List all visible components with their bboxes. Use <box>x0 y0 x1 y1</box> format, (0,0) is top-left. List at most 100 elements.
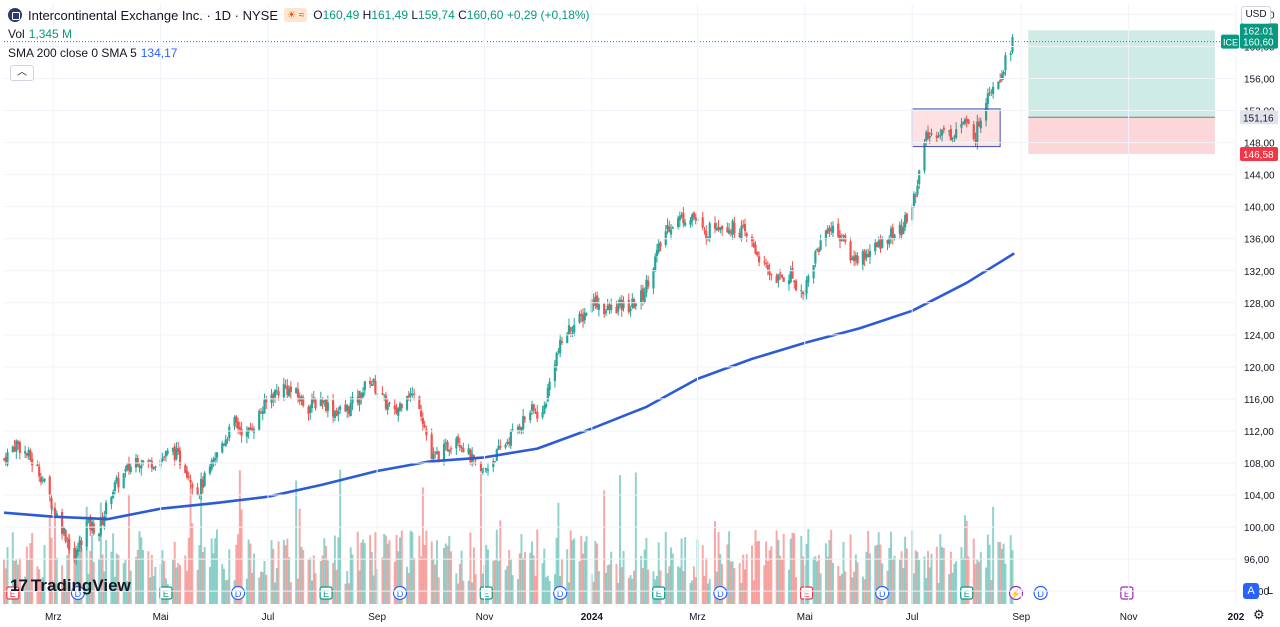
candle-body <box>951 137 954 139</box>
symbol-title[interactable]: Intercontinental Exchange Inc. · 1D · NY… <box>28 7 279 23</box>
candle-body <box>203 472 206 486</box>
volume-bar <box>754 530 757 604</box>
volume-bar <box>150 554 153 604</box>
candle-body <box>511 429 514 431</box>
sma-200-layer <box>3 252 1015 521</box>
volume-bar <box>742 554 745 604</box>
candle-body <box>73 547 76 560</box>
volume-bar <box>849 534 852 604</box>
volume-bar <box>692 566 695 604</box>
volume-bar <box>240 509 243 604</box>
candle-body <box>703 229 706 231</box>
candle-body <box>166 450 169 454</box>
gear-icon[interactable]: ⚙ <box>1253 607 1265 622</box>
log-scale-button[interactable]: L <box>1266 585 1274 597</box>
volume-bar <box>101 554 104 604</box>
volume-bar <box>50 537 53 604</box>
volume-bar <box>733 568 736 604</box>
volume-bar <box>647 569 650 604</box>
candle-body <box>963 119 967 124</box>
volume-bar <box>671 553 674 604</box>
candle-body <box>458 445 461 448</box>
volume-bar <box>346 571 349 604</box>
volume-bar <box>472 547 475 604</box>
market-mood-icon[interactable]: ☀ ≈ <box>284 8 308 22</box>
volume-bar <box>423 544 426 604</box>
time-tick-label: Nov <box>476 612 494 623</box>
candle-body <box>185 470 189 478</box>
candle-body <box>875 242 879 247</box>
candle-body <box>634 303 637 307</box>
candle-body <box>560 341 564 344</box>
candle-body <box>794 280 798 291</box>
currency-button[interactable]: USD <box>1241 6 1271 24</box>
price-tick-label: 104,00 <box>1244 491 1275 502</box>
candle-body <box>622 301 625 309</box>
candle-body <box>729 231 732 233</box>
volume-bar <box>265 574 268 604</box>
volume-bar <box>791 532 794 604</box>
candle-body <box>444 442 447 444</box>
candle-body <box>272 393 275 400</box>
candle-body <box>838 234 842 241</box>
volume-bar <box>677 566 680 604</box>
candle-body <box>261 411 264 415</box>
candle-body <box>222 443 226 446</box>
volume-bar <box>467 580 470 604</box>
candle-body <box>986 93 989 105</box>
volume-bar <box>386 543 389 604</box>
volume-bar <box>126 581 129 604</box>
volume-bar <box>335 569 338 604</box>
candle-body <box>682 212 685 224</box>
sma-legend[interactable]: SMA 200 close 0 SMA 5 134,17 <box>8 46 177 60</box>
volume-bar <box>381 557 384 604</box>
volume-bar <box>756 541 759 604</box>
volume-bar <box>506 565 509 604</box>
candle-body <box>55 513 58 517</box>
candle-body <box>2 458 6 460</box>
candle-body <box>138 466 141 468</box>
candle-body <box>319 398 322 407</box>
candle-body <box>580 313 583 316</box>
candle-body <box>867 253 870 258</box>
volume-bar <box>560 559 563 604</box>
volume-bar <box>73 556 76 604</box>
candle-body <box>187 476 190 478</box>
auto-scale-button[interactable]: A <box>1243 583 1259 599</box>
volume-bar <box>358 570 361 604</box>
volume-bar <box>226 579 229 604</box>
candle-body <box>68 538 71 551</box>
volume-bar <box>721 564 724 604</box>
volume-bar <box>383 533 386 604</box>
candle-body <box>236 421 240 429</box>
volume-bar <box>29 543 32 604</box>
collapse-legend-button[interactable]: ︿ <box>10 65 34 81</box>
candle-body <box>881 238 884 248</box>
candle-body <box>221 443 224 453</box>
candle-body <box>856 255 859 264</box>
candle-body <box>814 251 817 264</box>
candle-body <box>25 453 28 456</box>
candle-body <box>39 477 43 483</box>
volume-bar <box>986 534 989 604</box>
candle-body <box>756 251 759 256</box>
volume-bar <box>362 539 365 604</box>
volume-bar <box>768 550 771 604</box>
candle-body <box>523 417 527 419</box>
candle-body <box>36 464 39 467</box>
candle-body <box>411 393 414 395</box>
candle-body <box>485 468 488 470</box>
volume-bar <box>309 557 312 604</box>
candle-body <box>960 123 963 128</box>
candle-body <box>617 303 620 312</box>
candle-body <box>824 230 828 240</box>
candle-body <box>800 290 803 292</box>
candle-body <box>201 479 204 488</box>
volume-bar <box>508 550 511 604</box>
tradingview-logo[interactable]: 17 TradingView <box>10 576 131 596</box>
volume-bar <box>214 538 217 604</box>
dividend-marker-bg <box>1033 585 1048 601</box>
volume-legend[interactable]: Vol 1,345 M <box>8 27 72 41</box>
candle-body <box>988 92 991 94</box>
